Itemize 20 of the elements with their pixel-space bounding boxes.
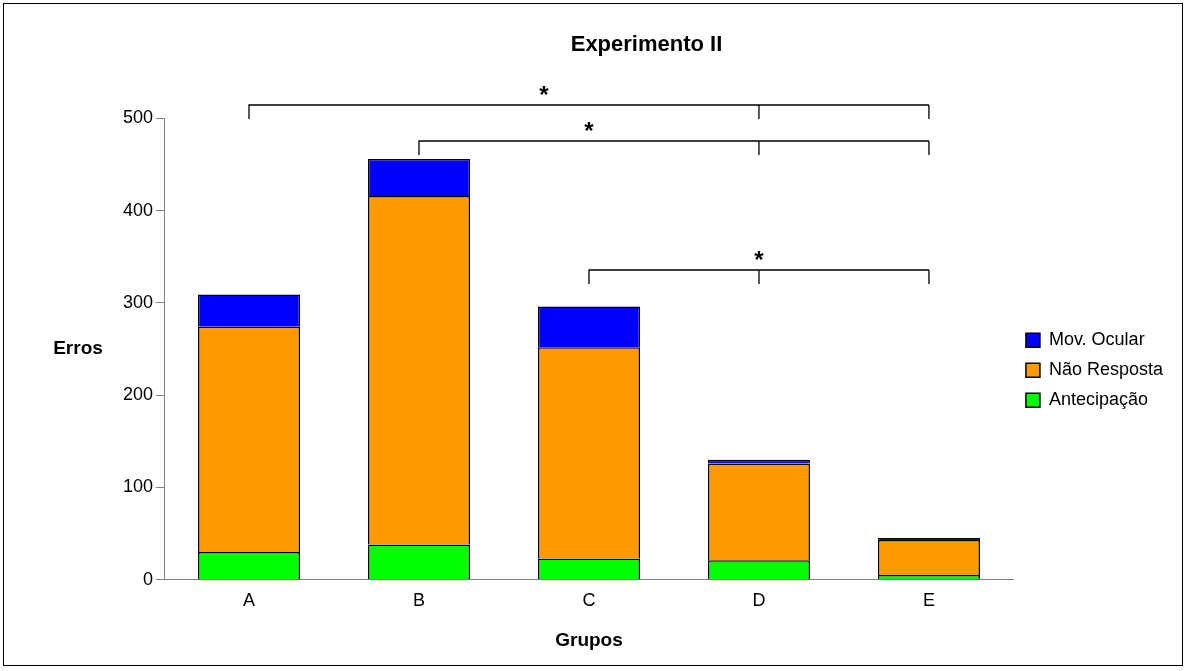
- y-axis-title: Erros: [53, 337, 103, 359]
- text: *: [539, 81, 550, 109]
- x-tick-label: E: [922, 590, 935, 611]
- legend-label: Não Resposta: [1048, 359, 1164, 380]
- legend-label: Mov. Ocular: [1048, 329, 1145, 350]
- x-tick-label: B: [413, 590, 426, 611]
- y-tick-label: 400: [122, 199, 154, 220]
- y-tick-label: 0: [143, 568, 154, 589]
- annotation: *: [584, 117, 595, 145]
- legend-label: Antecipação: [1048, 389, 1149, 410]
- y-tick-label: 200: [122, 384, 154, 405]
- y-tick-label: 500: [122, 107, 154, 128]
- chart-title: Experimento II: [570, 31, 723, 57]
- annotation: *: [754, 246, 765, 274]
- y-tick-label: 100: [122, 476, 154, 497]
- x-axis-title: Grupos: [555, 628, 623, 650]
- y-tick-label: 300: [122, 291, 154, 312]
- x-tick-label: A: [243, 590, 256, 611]
- x-tick-label: D: [752, 590, 766, 611]
- x-tick-label: C: [582, 590, 596, 611]
